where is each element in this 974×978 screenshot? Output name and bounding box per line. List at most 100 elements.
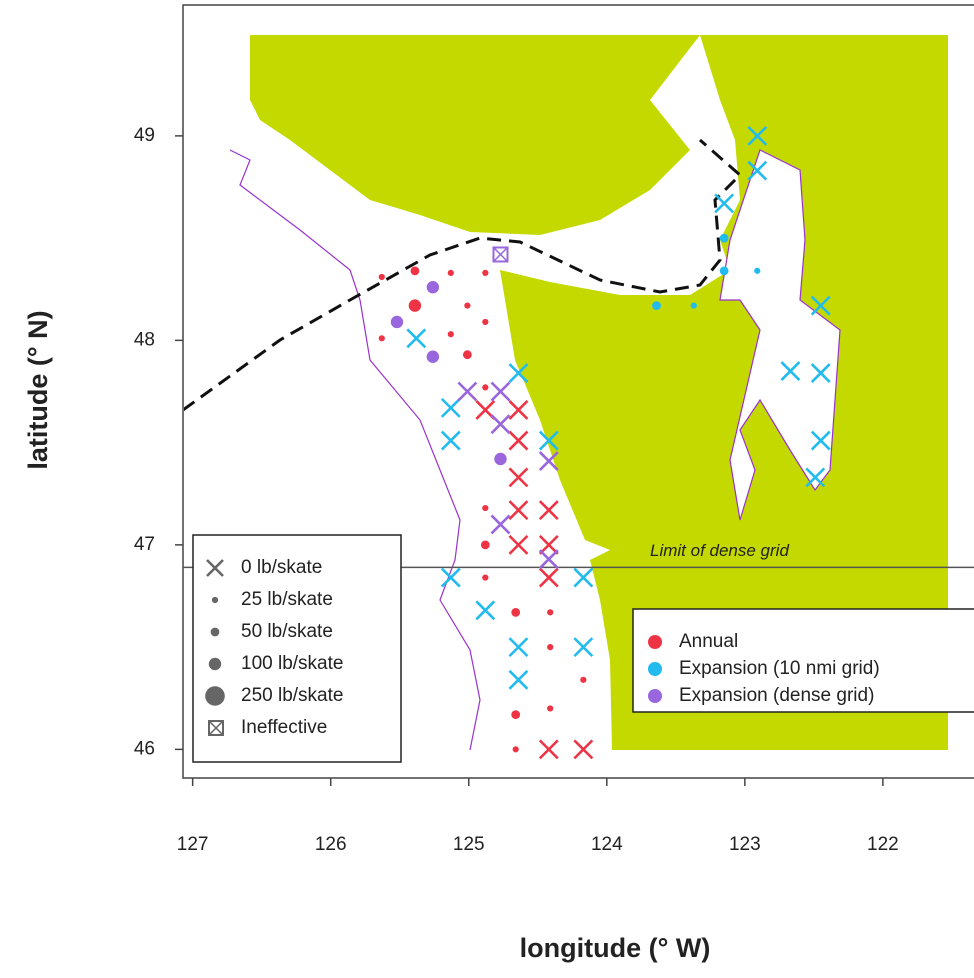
water: [719, 149, 841, 521]
catch-marker: [462, 350, 472, 360]
zero-marker: [538, 567, 559, 588]
legend-label: Expansion (10 nmi grid): [679, 658, 880, 679]
catch-marker: [378, 273, 385, 281]
zero-marker: [490, 414, 511, 435]
x-tick-label: 126: [315, 834, 347, 855]
y-tick-label: 47: [134, 534, 155, 555]
zero-marker: [538, 500, 559, 521]
catch-marker: [447, 269, 454, 276]
legend-label: 250 lb/skate: [241, 685, 343, 706]
catch-marker: [754, 267, 761, 274]
zero-marker: [805, 467, 826, 488]
catch-marker: [512, 746, 519, 753]
zero-marker: [538, 430, 559, 451]
zero-marker: [573, 637, 594, 658]
zero-marker: [508, 363, 529, 384]
catch-marker: [426, 281, 440, 294]
zero-marker: [508, 399, 529, 420]
zero-marker: [810, 430, 831, 451]
legend-label: 100 lb/skate: [241, 653, 343, 674]
x-axis-title: longitude (° W): [520, 933, 711, 963]
legend-label: Annual: [679, 631, 738, 652]
catch-marker: [482, 269, 489, 276]
x-tick-label: 125: [453, 834, 485, 855]
zero-marker: [538, 451, 559, 471]
legend-label: 25 lb/skate: [241, 589, 333, 610]
catch-marker: [390, 315, 404, 329]
catch-marker: [480, 540, 490, 550]
land: [500, 35, 948, 750]
catch-marker: [408, 299, 422, 312]
zero-marker: [810, 363, 831, 384]
zero-marker: [573, 567, 594, 588]
legend-size: [205, 686, 225, 706]
zero-marker: [573, 739, 594, 760]
catch-marker: [511, 710, 521, 719]
zero-marker: [508, 534, 529, 555]
legend-ineffective-cross: [208, 720, 224, 736]
series-group: [406, 125, 831, 690]
catch-marker: [494, 452, 507, 466]
y-tick-label: 46: [134, 738, 155, 759]
catch-marker: [378, 335, 385, 342]
catch-marker: [447, 331, 454, 338]
catch-marker: [511, 607, 521, 617]
legend-size: [208, 657, 222, 671]
catch-marker: [690, 302, 697, 309]
catch-marker: [464, 302, 471, 309]
legend-label: Expansion (dense grid): [679, 685, 874, 706]
catch-marker: [482, 574, 489, 581]
size-legend-box: [192, 534, 402, 763]
zero-marker: [440, 567, 461, 588]
zero-marker: [457, 381, 478, 402]
ineffective-cross: [492, 246, 509, 263]
plot-frame: [182, 4, 974, 779]
catch-marker: [410, 266, 420, 276]
zero-marker: [475, 600, 496, 621]
legend-label: 50 lb/skate: [241, 621, 333, 642]
catch-marker: [547, 609, 554, 616]
legend-label: 0 lb/skate: [241, 557, 322, 578]
reference-label: Limit of dense grid: [650, 541, 789, 560]
zero-marker: [490, 381, 511, 402]
y-tick-label: 48: [134, 329, 155, 350]
legend-box: [632, 608, 974, 713]
zero-marker: [406, 328, 427, 349]
series-group: [390, 246, 559, 570]
x-tick-label: 122: [867, 834, 899, 855]
catch-marker: [719, 233, 729, 243]
zero-marker: [538, 739, 559, 760]
catch-marker: [719, 266, 729, 276]
catch-marker: [547, 705, 554, 712]
zero-marker: [780, 361, 801, 381]
x-tick-label: 124: [591, 834, 623, 855]
x-tick-label: 127: [177, 834, 209, 855]
basemap: [184, 35, 948, 751]
zero-marker: [508, 500, 529, 521]
depth-contour: [229, 149, 481, 751]
x-tick-label: 123: [729, 834, 761, 855]
zero-marker: [714, 193, 735, 214]
zero-marker: [810, 295, 831, 316]
zero-marker: [508, 467, 529, 488]
zero-marker: [440, 397, 461, 418]
catch-marker: [652, 301, 661, 310]
legend-label: Ineffective: [241, 717, 327, 738]
legend-swatch: [648, 689, 662, 703]
legend-swatch: [648, 635, 662, 649]
catch-marker: [580, 676, 587, 683]
legend-size: [211, 596, 219, 604]
legend-size: [210, 627, 220, 637]
y-axis-title: latitude (° N): [23, 310, 53, 469]
zero-marker: [490, 514, 511, 535]
zero-marker: [747, 125, 768, 146]
zero-marker: [508, 637, 529, 658]
zero-marker: [440, 430, 461, 451]
zero-marker: [508, 430, 529, 451]
catch-marker: [482, 504, 489, 512]
zero-marker: [747, 160, 768, 181]
zero-marker: [508, 669, 529, 690]
catch-marker: [482, 318, 489, 326]
legend-zero: [206, 559, 224, 577]
